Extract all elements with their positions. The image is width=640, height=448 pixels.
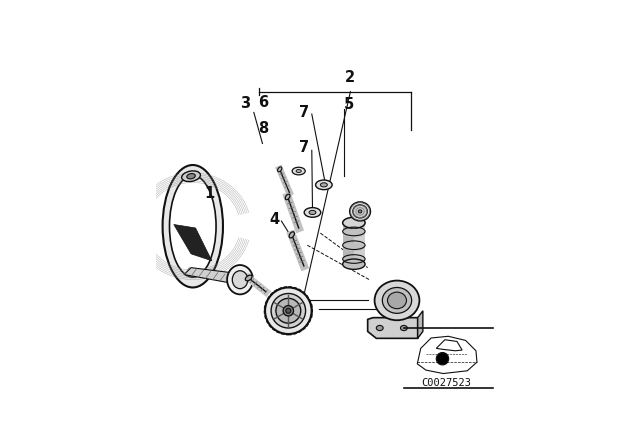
Ellipse shape: [296, 169, 301, 172]
Ellipse shape: [278, 167, 282, 172]
Ellipse shape: [342, 243, 365, 251]
Ellipse shape: [309, 211, 316, 215]
Ellipse shape: [376, 325, 383, 331]
Polygon shape: [367, 318, 418, 338]
Ellipse shape: [374, 280, 419, 320]
Ellipse shape: [358, 210, 362, 213]
Text: 7: 7: [299, 105, 309, 120]
Ellipse shape: [163, 165, 223, 288]
Ellipse shape: [285, 308, 291, 313]
Text: 2: 2: [346, 70, 355, 85]
Polygon shape: [342, 223, 354, 264]
Ellipse shape: [232, 271, 248, 289]
Text: 6: 6: [259, 95, 269, 110]
Text: C0027523: C0027523: [422, 378, 472, 388]
Polygon shape: [418, 311, 423, 338]
Text: 8: 8: [259, 121, 269, 137]
Ellipse shape: [382, 288, 412, 313]
Ellipse shape: [342, 256, 365, 265]
Ellipse shape: [387, 292, 406, 309]
Ellipse shape: [292, 167, 305, 175]
Ellipse shape: [289, 232, 294, 238]
Ellipse shape: [283, 306, 294, 316]
Ellipse shape: [342, 217, 365, 228]
Ellipse shape: [187, 173, 195, 179]
Polygon shape: [307, 301, 312, 318]
Ellipse shape: [353, 205, 367, 218]
Ellipse shape: [316, 180, 332, 190]
Ellipse shape: [342, 229, 365, 237]
Polygon shape: [342, 223, 365, 264]
Ellipse shape: [321, 183, 327, 187]
Ellipse shape: [276, 298, 301, 323]
Ellipse shape: [182, 171, 200, 181]
Ellipse shape: [271, 293, 305, 328]
Ellipse shape: [170, 175, 216, 277]
Circle shape: [436, 353, 449, 365]
Ellipse shape: [285, 194, 290, 200]
Polygon shape: [184, 267, 246, 285]
Text: 7: 7: [299, 140, 309, 155]
Text: 1: 1: [204, 186, 214, 201]
Ellipse shape: [342, 259, 365, 269]
Text: 4: 4: [269, 212, 280, 227]
Ellipse shape: [265, 288, 312, 334]
Ellipse shape: [304, 207, 321, 217]
Ellipse shape: [349, 202, 371, 221]
Text: 5: 5: [344, 97, 354, 112]
Ellipse shape: [401, 325, 407, 331]
Text: 3: 3: [240, 96, 250, 111]
Ellipse shape: [245, 275, 252, 281]
Polygon shape: [174, 224, 212, 261]
Ellipse shape: [227, 265, 253, 294]
